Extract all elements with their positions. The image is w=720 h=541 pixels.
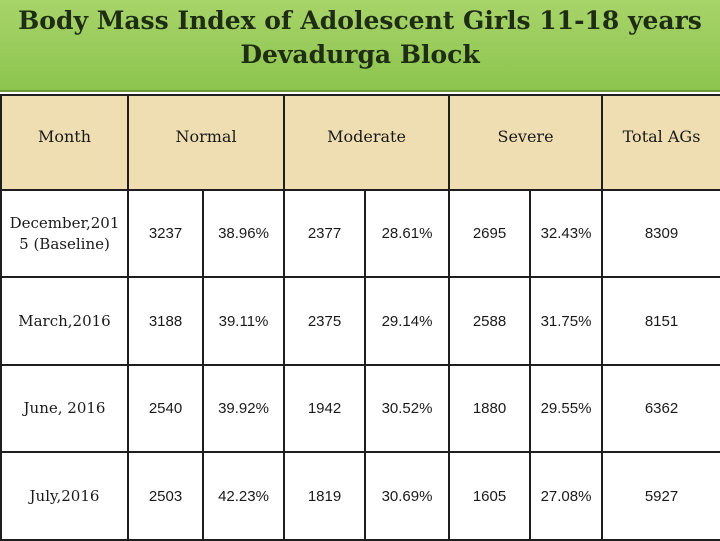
cell-severe-percent: 27.08%	[529, 451, 604, 541]
header-moderate: Moderate	[283, 94, 451, 191]
cell-normal-count: 3237	[127, 189, 204, 278]
cell-moderate-percent: 28.61%	[364, 189, 451, 278]
header-normal: Normal	[126, 94, 286, 191]
cell-severe-count: 2695	[448, 189, 532, 278]
cell-total: 5927	[601, 451, 720, 541]
cell-month: June, 2016	[0, 364, 129, 453]
cell-normal-count: 2540	[127, 364, 204, 453]
cell-total: 8151	[601, 276, 720, 366]
cell-moderate-percent: 30.69%	[364, 451, 451, 541]
cell-moderate-count: 2375	[283, 276, 367, 366]
cell-severe-count: 1880	[448, 364, 532, 453]
cell-normal-percent: 38.96%	[201, 189, 286, 278]
title-line-1: Body Mass Index of Adolescent Girls 11-1…	[18, 6, 702, 35]
cell-severe-percent: 29.55%	[529, 364, 604, 453]
cell-severe-percent: 32.43%	[529, 189, 604, 278]
cell-moderate-count: 2377	[283, 189, 367, 278]
cell-moderate-percent: 29.14%	[364, 276, 451, 366]
table-row: December,201 5 (Baseline) 3237 38.96% 237…	[0, 189, 720, 278]
cell-severe-percent: 31.75%	[529, 276, 604, 366]
cell-severe-count: 1605	[448, 451, 532, 541]
cell-month: March,2016	[0, 276, 129, 366]
table-row: March,2016 3188 39.11% 2375 29.14% 2588 …	[0, 276, 720, 366]
cell-moderate-percent: 30.52%	[364, 364, 451, 453]
cell-month: July,2016	[0, 451, 129, 541]
table-header-row: Month Normal Moderate Severe Total AGs	[0, 94, 720, 191]
cell-normal-count: 2503	[127, 451, 204, 541]
cell-moderate-count: 1942	[283, 364, 367, 453]
cell-month: December,201 5 (Baseline)	[0, 189, 129, 278]
table-row: June, 2016 2540 39.92% 1942 30.52% 1880 …	[0, 364, 720, 453]
title-line-2: Devadurga Block	[240, 40, 480, 69]
cell-normal-percent: 39.92%	[201, 364, 286, 453]
page-title: Body Mass Index of Adolescent Girls 11-1…	[0, 4, 720, 72]
header-month: Month	[0, 94, 129, 191]
title-banner: Body Mass Index of Adolescent Girls 11-1…	[0, 0, 720, 92]
cell-total: 6362	[601, 364, 720, 453]
cell-total: 8309	[601, 189, 720, 278]
cell-normal-percent: 42.23%	[201, 451, 286, 541]
cell-normal-percent: 39.11%	[201, 276, 286, 366]
cell-severe-count: 2588	[448, 276, 532, 366]
bmi-table: Month Normal Moderate Severe Total AGs D…	[0, 94, 720, 541]
header-severe: Severe	[448, 94, 604, 191]
header-total: Total AGs	[601, 94, 720, 191]
table-row: July,2016 2503 42.23% 1819 30.69% 1605 2…	[0, 451, 720, 541]
cell-normal-count: 3188	[127, 276, 204, 366]
cell-moderate-count: 1819	[283, 451, 367, 541]
